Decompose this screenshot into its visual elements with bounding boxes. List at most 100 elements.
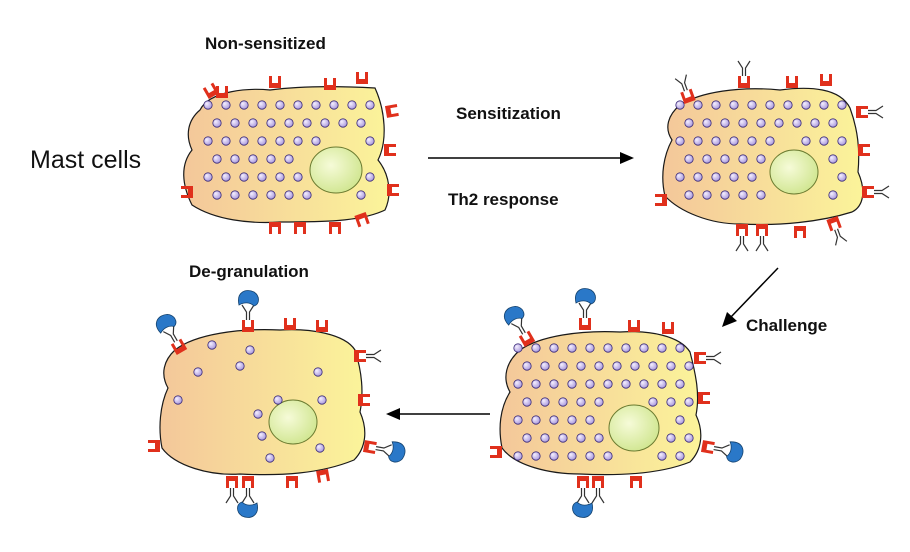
granule-icon [356,118,366,128]
granule-icon [230,154,240,164]
granules [513,343,694,461]
granule-icon [675,343,685,353]
fc-epsilon-receptor-icon [735,224,749,252]
fc-epsilon-receptor-icon [354,349,382,363]
ige-antibody-icon [225,488,239,504]
granule-icon [657,379,667,389]
granule-icon [302,190,312,200]
fc-epsilon-receptor-icon [820,74,832,86]
granule-icon [729,136,739,146]
fc-epsilon-receptor-icon [384,104,399,118]
ige-antibody-icon [834,228,848,246]
granule-icon [702,154,712,164]
fc-epsilon-receptor-icon [700,440,744,463]
granule-icon [248,190,258,200]
allergen-icon [504,305,525,326]
granule-icon [774,118,784,128]
granule-icon [320,118,330,128]
fc-epsilon-receptor-icon [238,290,259,332]
ige-antibody-icon [241,488,255,504]
granule-icon [239,100,249,110]
granule-icon [558,397,568,407]
fc-epsilon-receptor-icon [575,288,596,330]
label-mast-cells: Mast cells [30,146,142,174]
arrow-sensitization [428,152,634,164]
granule-icon [567,415,577,425]
granule-icon [585,451,595,461]
granule-icon [567,343,577,353]
granule-icon [603,343,613,353]
granule-icon [576,397,586,407]
granule-icon [684,154,694,164]
ige-antibody-icon [868,105,884,119]
ige-antibody-icon [591,488,605,504]
allergen-icon [572,501,593,518]
granule-icon [239,172,249,182]
granule-icon [693,172,703,182]
fc-epsilon-receptor-icon [284,318,296,330]
fc-epsilon-receptor-icon [148,440,160,452]
granule-icon [239,136,249,146]
granule-icon [837,100,847,110]
fc-epsilon-receptor-icon [628,320,640,332]
granule-icon [711,136,721,146]
granule-icon [266,190,276,200]
granule-icon [819,100,829,110]
granule-icon [257,100,267,110]
ige-antibody-icon [241,304,255,320]
fc-epsilon-receptor-icon [294,222,306,234]
granule-icon [265,453,275,463]
granule-icon [293,172,303,182]
granule-icon [612,361,622,371]
allergen-icon [237,501,258,518]
granule-icon [273,395,283,405]
granule-icon [675,172,685,182]
granule-icon [657,451,667,461]
granule-icon [693,136,703,146]
granule-icon [684,397,694,407]
cell-membrane [183,86,390,224]
granule-icon [702,118,712,128]
ige-antibody-icon [674,74,688,92]
granule-icon [675,451,685,461]
granule-icon [513,343,523,353]
granule-icon [549,379,559,389]
fc-epsilon-receptor-icon [698,392,710,404]
granule-icon [315,443,325,453]
granule-icon [765,136,775,146]
granule-icon [293,100,303,110]
fc-epsilon-receptor-icon [269,76,281,88]
granule-icon [212,118,222,128]
granule-icon [630,361,640,371]
fc-epsilon-receptor-icon [504,305,536,347]
granule-icon [203,172,213,182]
granule-icon [365,136,375,146]
fc-epsilon-receptor-icon [316,320,328,332]
granule-icon [666,397,676,407]
granule-icon [675,415,685,425]
granule-icon [594,361,604,371]
granule-icon [293,136,303,146]
granule-icon [738,154,748,164]
fc-epsilon-receptor-icon [356,72,368,84]
granule-icon [711,100,721,110]
receptors [655,60,890,252]
fc-epsilon-receptor-icon [156,313,188,355]
receptors [181,72,399,234]
granule-icon [585,415,595,425]
granule-icon [684,361,694,371]
granule-icon [792,118,802,128]
granule-icon [594,397,604,407]
label-challenge: Challenge [746,316,828,335]
granule-icon [648,361,658,371]
granule-icon [603,379,613,389]
granule-icon [585,379,595,389]
granule-icon [729,100,739,110]
granule-icon [621,343,631,353]
fc-epsilon-receptor-icon [862,185,890,199]
cell-sensitized [655,60,890,252]
granule-icon [347,100,357,110]
granules [675,100,847,200]
fc-epsilon-receptor-icon [324,78,336,90]
